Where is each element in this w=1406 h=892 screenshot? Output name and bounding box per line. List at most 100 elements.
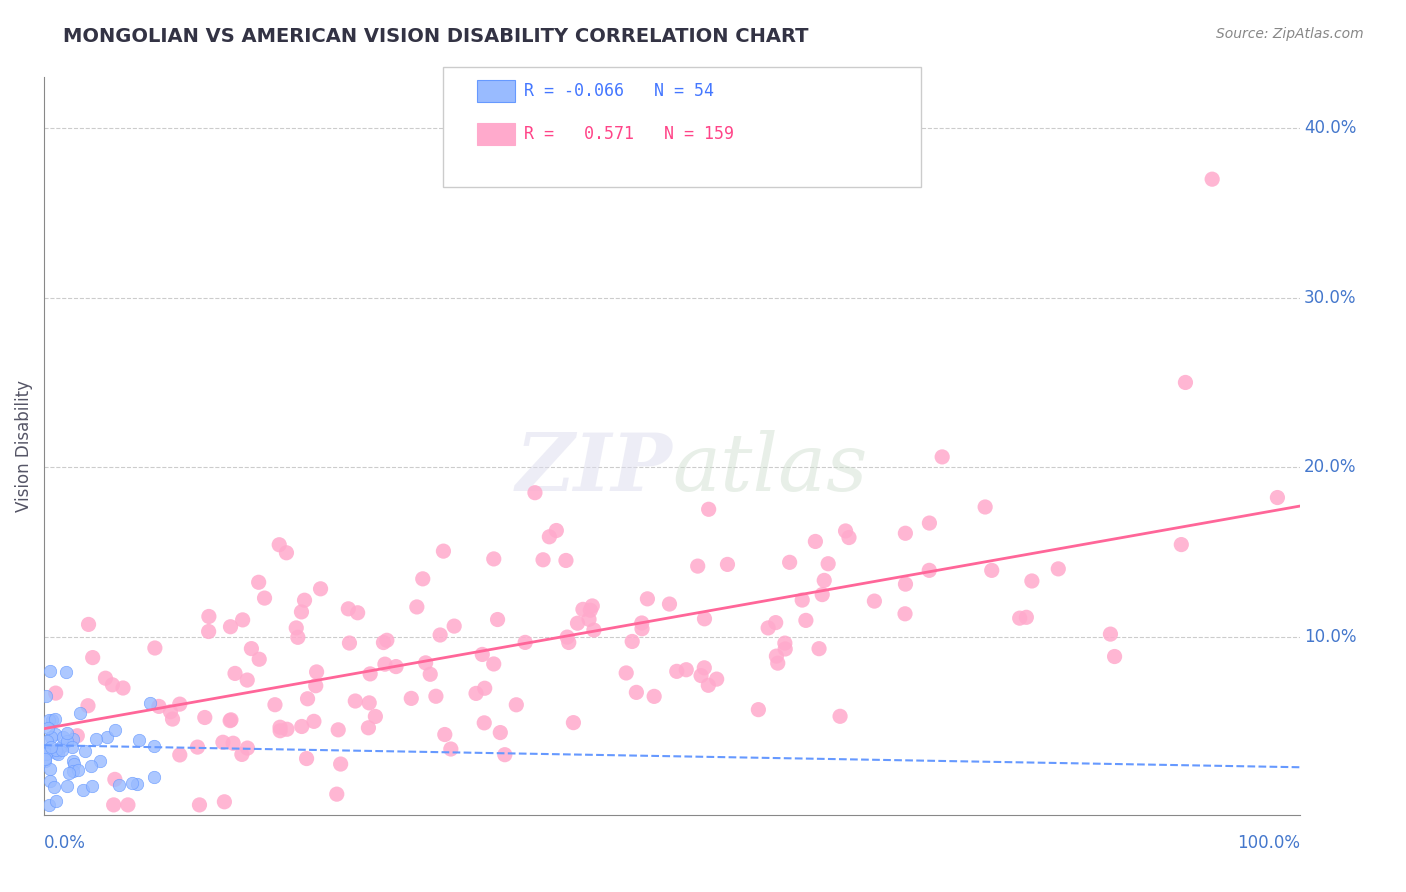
Point (578, 612, 600, 626)
Point (212, 735, 235, 749)
Point (101, 678, 124, 692)
Point (198, 609, 221, 624)
Point (626, 685, 648, 699)
Point (471, 648, 494, 662)
Point (219, 620, 242, 634)
Point (773, 642, 796, 657)
Point (80, 758, 103, 772)
Point (188, 797, 211, 812)
Point (35, 747, 58, 761)
Point (359, 666, 381, 681)
Point (817, 557, 839, 571)
Point (236, 741, 259, 756)
Point (51, 739, 73, 753)
Point (555, 553, 578, 567)
Point (415, 656, 437, 670)
Point (1015, 610, 1038, 624)
Point (52, 730, 75, 744)
Point (1170, 538, 1192, 552)
Point (162, 712, 184, 726)
Point (631, 622, 654, 636)
Point (39, 762, 62, 776)
Point (121, 776, 143, 790)
Point (104, 772, 127, 787)
Point (385, 659, 408, 673)
Point (72, 782, 94, 797)
Point (309, 582, 332, 596)
Point (918, 563, 941, 577)
Point (222, 736, 245, 750)
Point (295, 751, 318, 765)
Text: 20.0%: 20.0% (1303, 458, 1357, 476)
Point (302, 714, 325, 729)
Point (69, 706, 91, 720)
Point (305, 679, 328, 693)
Point (96, 730, 118, 744)
Point (429, 628, 451, 642)
Point (326, 787, 349, 801)
Point (55, 734, 77, 748)
Point (56, 779, 79, 793)
Point (63, 757, 86, 772)
Point (838, 531, 860, 545)
Point (44, 727, 66, 741)
Point (44, 712, 66, 726)
Point (706, 672, 728, 686)
Point (276, 546, 298, 560)
Text: 0.0%: 0.0% (44, 833, 86, 852)
Point (269, 723, 291, 738)
Text: 100.0%: 100.0% (1237, 833, 1301, 852)
Point (974, 500, 997, 514)
Point (328, 723, 350, 737)
Point (486, 613, 509, 627)
Point (148, 699, 170, 714)
Point (39, 773, 62, 788)
Point (894, 526, 917, 541)
Point (747, 703, 769, 717)
Point (38, 713, 60, 727)
Point (686, 559, 709, 574)
Point (224, 666, 246, 681)
Point (419, 667, 441, 681)
Text: R =   0.571   N = 159: R = 0.571 N = 159 (524, 125, 734, 143)
Point (546, 524, 568, 538)
Point (269, 720, 291, 734)
Point (894, 577, 917, 591)
Point (792, 593, 814, 607)
Point (690, 668, 713, 682)
Point (716, 558, 738, 572)
Point (425, 690, 447, 704)
Point (894, 607, 917, 621)
Point (39, 739, 62, 754)
Point (62, 754, 84, 768)
Point (794, 614, 817, 628)
Point (44, 743, 66, 757)
Point (38, 742, 60, 756)
Text: 10.0%: 10.0% (1303, 628, 1357, 646)
Point (62, 764, 84, 778)
Point (108, 778, 131, 792)
Point (1047, 562, 1070, 576)
Point (290, 605, 312, 619)
Y-axis label: Vision Disability: Vision Disability (15, 380, 32, 512)
Point (373, 635, 395, 649)
Text: MONGOLIAN VS AMERICAN VISION DISABILITY CORRELATION CHART: MONGOLIAN VS AMERICAN VISION DISABILITY … (63, 27, 808, 45)
Point (127, 777, 149, 791)
Point (55, 665, 77, 679)
Point (214, 795, 236, 809)
Point (440, 742, 463, 756)
Point (37, 734, 59, 748)
Point (34, 751, 56, 765)
Text: R = -0.066   N = 54: R = -0.066 N = 54 (524, 82, 714, 100)
Point (562, 715, 585, 730)
Point (765, 615, 787, 630)
Point (240, 641, 263, 656)
Point (37, 722, 59, 736)
Point (197, 624, 219, 639)
Point (697, 678, 720, 692)
Point (1201, 172, 1223, 186)
Point (482, 657, 505, 671)
Point (505, 698, 527, 712)
Point (693, 661, 716, 675)
Text: 40.0%: 40.0% (1303, 120, 1357, 137)
